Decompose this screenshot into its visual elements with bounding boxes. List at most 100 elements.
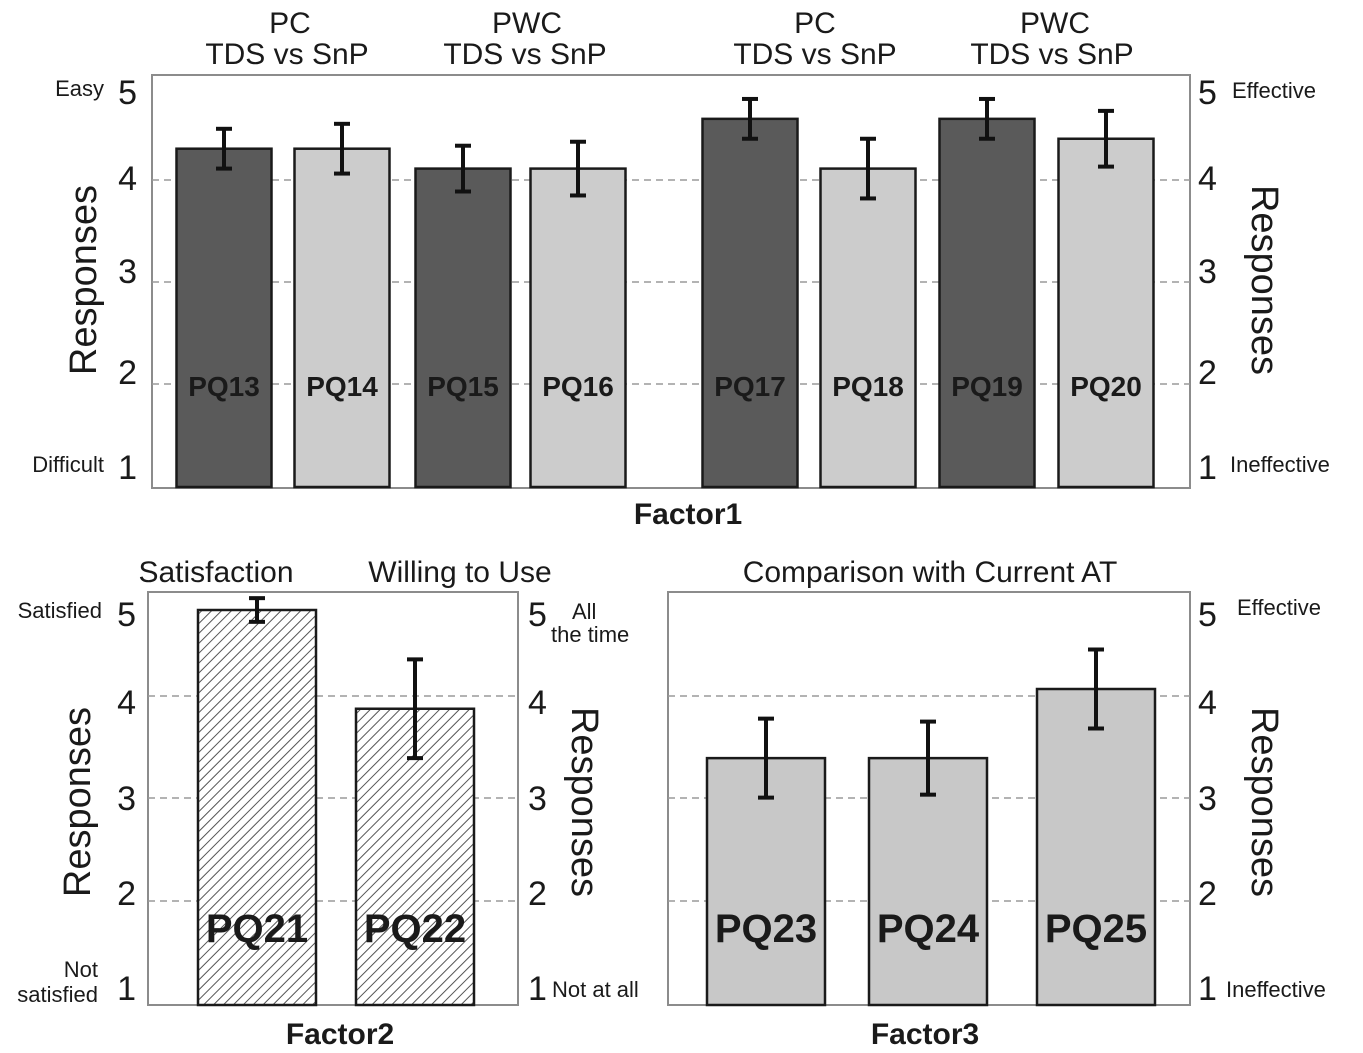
group-header-pwc-1-sub: TDS vs SnP [443, 38, 606, 71]
anchor-not: Not [64, 957, 98, 982]
error-bar-pq23 [758, 716, 774, 800]
error-bar-pq22 [407, 657, 423, 761]
y-tick-left-5: 5 [118, 74, 137, 112]
bar-pq14 [293, 147, 391, 489]
y-tick-right-4: 4 [1198, 160, 1217, 198]
bar-pq18 [819, 167, 917, 489]
bar-label-pq17: PQ17 [714, 371, 786, 402]
y-axis-label-right: Responses [1243, 185, 1285, 375]
y-tick-right-1: 1 [1198, 970, 1217, 1008]
bar-label-pq20: PQ20 [1070, 371, 1142, 402]
anchor-effective: Effective [1232, 78, 1316, 103]
y-tick-right-3: 3 [528, 780, 547, 818]
bar-label-pq18: PQ18 [832, 371, 904, 402]
y-tick-right-3: 3 [1198, 253, 1217, 291]
bar-pq22 [354, 707, 476, 1007]
bar-pq24 [867, 756, 989, 1007]
group-header-pwc-2: PWC [1020, 7, 1090, 40]
y-tick-right-1: 1 [528, 970, 547, 1008]
bars: PQ23 PQ24 PQ25 [705, 647, 1157, 1007]
group-header-pwc-1: PWC [492, 7, 562, 40]
bar-pq20 [1057, 137, 1155, 489]
anchor-ineffective: Ineffective [1226, 977, 1326, 1002]
bar-label-pq21: PQ21 [206, 907, 308, 951]
group-header-pc-1-sub: TDS vs SnP [205, 38, 368, 71]
bar-label-pq22: PQ22 [364, 907, 466, 951]
anchor-not-at-all: Not at all [552, 977, 639, 1002]
y-tick-left-1: 1 [117, 970, 136, 1008]
x-axis-label: Factor3 [871, 1018, 979, 1051]
error-bar-pq13 [216, 126, 232, 171]
error-bar-pq18 [860, 136, 876, 201]
bar-label-pq19: PQ19 [951, 371, 1023, 402]
anchor-effective: Effective [1237, 595, 1321, 620]
y-tick-right-2: 2 [528, 875, 547, 913]
y-tick-right-3: 3 [1198, 780, 1217, 818]
bar-pq13 [175, 147, 273, 489]
bar-pq17 [701, 117, 799, 489]
chart-factor3: PQ23 PQ24 PQ25 Comparison with Current AT … [667, 556, 1326, 1051]
x-axis-label: Factor1 [634, 498, 742, 531]
y-tick-left-2: 2 [117, 875, 136, 913]
y-axis-label-right: Responses [1243, 707, 1285, 897]
bar-pq16 [529, 167, 627, 489]
bar-pq21 [196, 608, 318, 1007]
chart-factor1: PQ13 PQ14 PQ15 PQ16 PQ17 PQ18 PQ19 PQ20 PC TDS … [32, 7, 1330, 531]
anchor-all: All [572, 599, 596, 624]
bar-label-pq14: PQ14 [306, 371, 378, 402]
y-tick-right-1: 1 [1198, 449, 1217, 487]
y-tick-right-4: 4 [528, 684, 547, 722]
y-tick-right-5: 5 [528, 596, 547, 634]
error-bar-pq20 [1098, 108, 1114, 169]
y-tick-left-3: 3 [117, 780, 136, 818]
error-bar-pq14 [334, 121, 350, 176]
error-bar-pq24 [920, 719, 936, 797]
x-axis-label: Factor2 [286, 1018, 394, 1051]
bar-label-pq25: PQ25 [1045, 907, 1147, 951]
group-header-pc-2-sub: TDS vs SnP [733, 38, 896, 71]
group-header-pc-2: PC [794, 7, 836, 40]
anchor-satisfied-low: satisfied [17, 982, 98, 1007]
anchor-ineffective: Ineffective [1230, 452, 1330, 477]
bar-pq19 [938, 117, 1036, 489]
y-tick-right-4: 4 [1198, 684, 1217, 722]
bars: PQ13 PQ14 PQ15 PQ16 PQ17 PQ18 PQ19 PQ20 [175, 96, 1155, 489]
y-tick-left-1: 1 [118, 449, 137, 487]
y-tick-right-5: 5 [1198, 596, 1217, 634]
y-tick-left-5: 5 [117, 596, 136, 634]
y-tick-left-2: 2 [118, 354, 137, 392]
bar-label-pq15: PQ15 [427, 371, 499, 402]
anchor-easy: Easy [55, 76, 104, 101]
y-tick-left-4: 4 [118, 160, 137, 198]
chart-factor2: PQ21 PQ22 Satisfaction Willing to Use 1 2… [17, 556, 639, 1051]
y-tick-left-4: 4 [117, 684, 136, 722]
error-bar-pq15 [455, 143, 471, 194]
y-tick-left-3: 3 [118, 253, 137, 291]
error-bar-pq25 [1088, 647, 1104, 731]
y-axis-label-left: Responses [57, 707, 99, 897]
error-bar-pq21 [249, 596, 265, 624]
bar-pq25 [1035, 687, 1157, 1007]
bar-label-pq23: PQ23 [715, 907, 817, 951]
y-axis-label-right: Responses [563, 707, 605, 897]
group-header-pwc-2-sub: TDS vs SnP [970, 38, 1133, 71]
bar-label-pq24: PQ24 [877, 907, 980, 951]
group-header-satisfaction: Satisfaction [138, 556, 293, 589]
y-axis-label-left: Responses [63, 185, 105, 375]
bar-label-pq16: PQ16 [542, 371, 614, 402]
anchor-satisfied: Satisfied [18, 598, 102, 623]
group-header-willing: Willing to Use [368, 556, 551, 589]
group-header-pc-1: PC [269, 7, 311, 40]
error-bar-pq17 [742, 96, 758, 141]
bars: PQ21 PQ22 [196, 596, 476, 1007]
chart-title: Comparison with Current AT [743, 556, 1118, 589]
y-tick-right-2: 2 [1198, 875, 1217, 913]
y-tick-right-2: 2 [1198, 354, 1217, 392]
bar-pq15 [414, 167, 512, 489]
error-bar-pq16 [570, 139, 586, 198]
anchor-the-time: the time [551, 622, 629, 647]
bar-label-pq13: PQ13 [188, 371, 260, 402]
y-tick-right-5: 5 [1198, 74, 1217, 112]
error-bar-pq19 [979, 96, 995, 141]
